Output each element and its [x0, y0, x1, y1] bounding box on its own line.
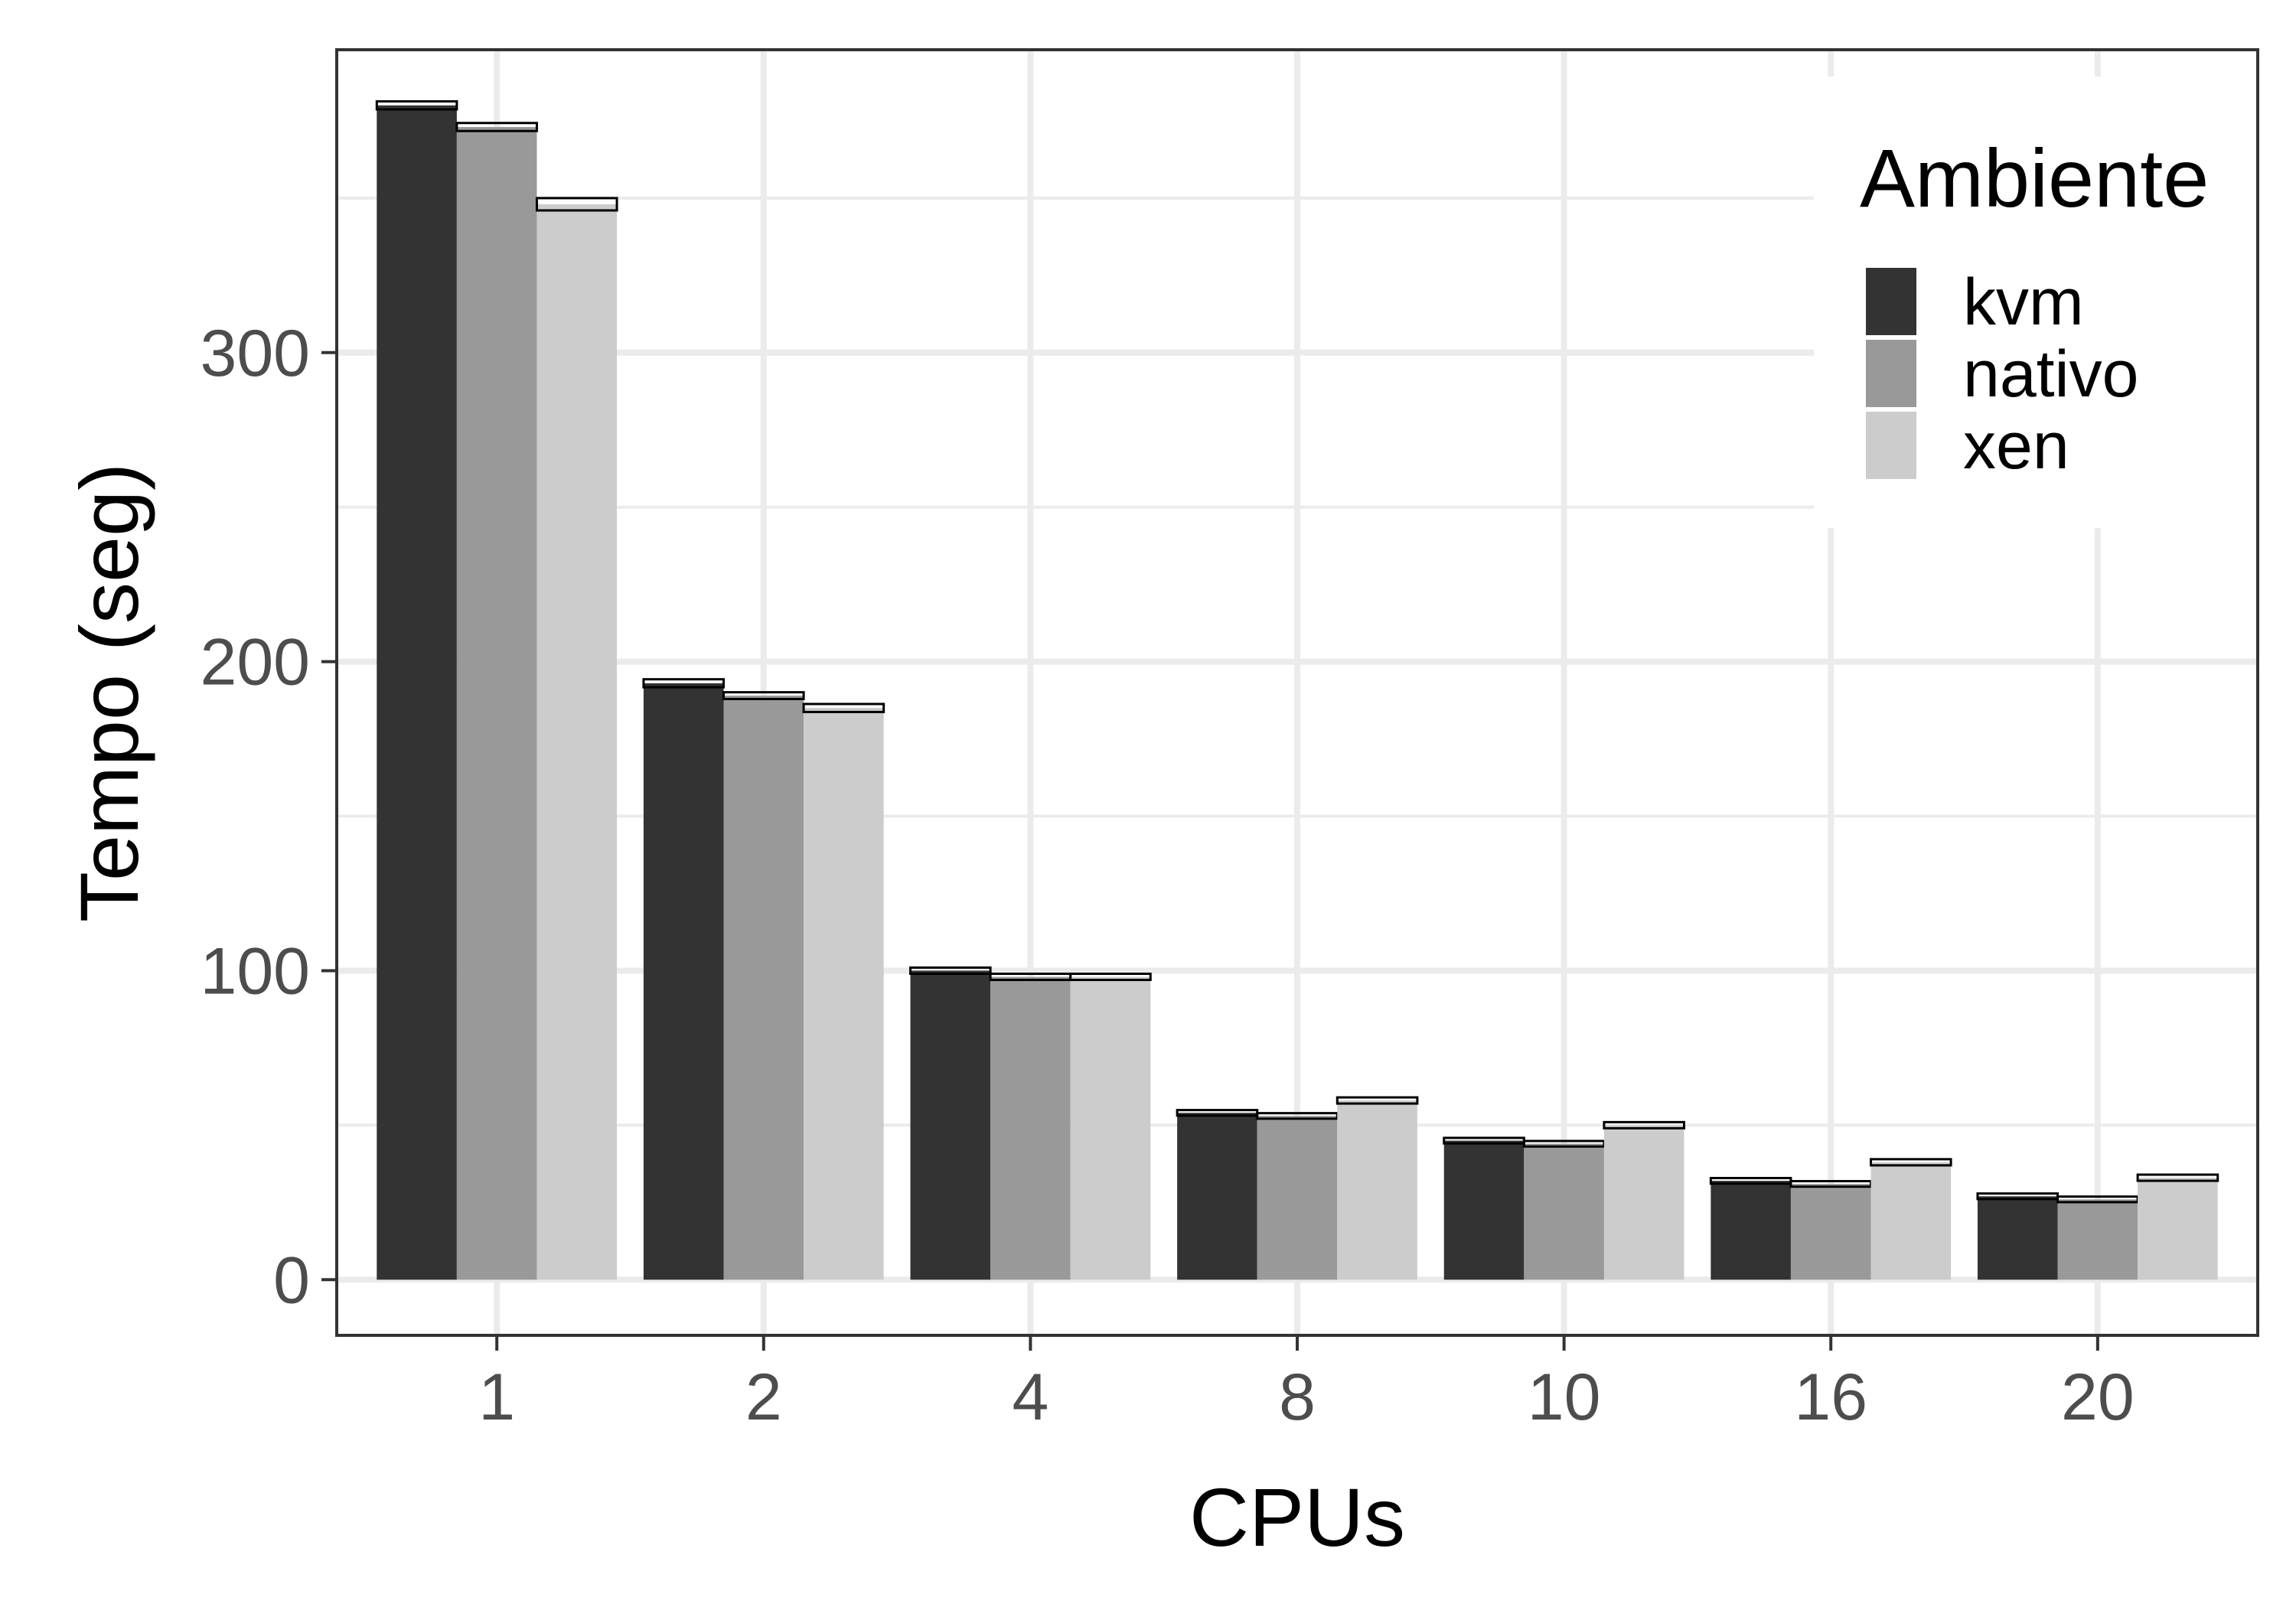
legend-key-xen — [1866, 412, 1916, 479]
axes: 0 100 200 300 1 2 4 8 10 16 20 — [201, 317, 2135, 1434]
bar-nativo-20 — [2057, 1199, 2138, 1280]
x-tick-label: 4 — [1012, 1361, 1049, 1434]
errorbar-nativo-2 — [722, 691, 805, 700]
bar-xen-8 — [1337, 1100, 1417, 1280]
bar-nativo-2 — [723, 696, 804, 1280]
bar-xen-20 — [2138, 1178, 2218, 1280]
errorbar-xen-10 — [1603, 1120, 1685, 1129]
x-tick-label: 10 — [1528, 1361, 1601, 1434]
bar-nativo-10 — [1524, 1143, 1604, 1280]
errorbar-xen-4 — [1069, 973, 1152, 982]
legend-title: Ambiente — [1860, 132, 2209, 224]
bar-nativo-8 — [1257, 1116, 1338, 1280]
y-tick-label: 0 — [273, 1244, 310, 1317]
legend-label-kvm: kvm — [1963, 266, 2084, 339]
y-tick-label: 200 — [201, 626, 311, 699]
errorbar-xen-1 — [535, 197, 618, 212]
errorbar-kvm-4 — [909, 966, 992, 975]
bar-nativo-4 — [990, 976, 1071, 1280]
bar-kvm-10 — [1443, 1140, 1525, 1280]
errorbar-kvm-1 — [375, 99, 458, 111]
bar-kvm-16 — [1711, 1181, 1791, 1280]
bar-kvm-20 — [1977, 1196, 2058, 1280]
x-tick-label: 2 — [745, 1361, 782, 1434]
bar-nativo-16 — [1790, 1184, 1871, 1280]
x-tick-label: 8 — [1279, 1361, 1316, 1434]
bar-nativo-1 — [456, 126, 537, 1280]
x-tick-label: 20 — [2061, 1361, 2135, 1434]
legend-label-xen: xen — [1963, 409, 2069, 483]
bar-xen-4 — [1070, 976, 1151, 1280]
legend-label-nativo: nativo — [1963, 337, 2139, 411]
bar-kvm-8 — [1177, 1113, 1257, 1280]
x-axis-title: CPUs — [1189, 1471, 1405, 1563]
errorbar-kvm-2 — [642, 678, 725, 689]
x-tick-label: 16 — [1794, 1361, 1867, 1434]
errorbar-xen-2 — [802, 702, 885, 713]
bar-xen-1 — [536, 204, 618, 1280]
bar-kvm-2 — [643, 683, 724, 1280]
errorbar-xen-16 — [1870, 1158, 1952, 1167]
errorbar-nativo-1 — [455, 122, 538, 132]
bar-kvm-1 — [377, 105, 457, 1280]
legend-key-nativo — [1866, 340, 1916, 407]
errorbar-xen-8 — [1336, 1096, 1419, 1105]
x-tick-label: 1 — [478, 1361, 515, 1434]
y-tick-label: 300 — [201, 317, 311, 390]
bar-kvm-4 — [910, 970, 991, 1280]
bar-xen-16 — [1870, 1162, 1952, 1280]
legend-key-kvm — [1866, 268, 1916, 335]
bar-xen-2 — [804, 708, 884, 1280]
y-axis-title: Tempo (seg) — [63, 463, 155, 922]
errorbar-xen-20 — [2136, 1173, 2219, 1182]
y-tick-label: 100 — [201, 934, 311, 1008]
bar-xen-10 — [1603, 1125, 1684, 1280]
bars — [375, 99, 2219, 1280]
